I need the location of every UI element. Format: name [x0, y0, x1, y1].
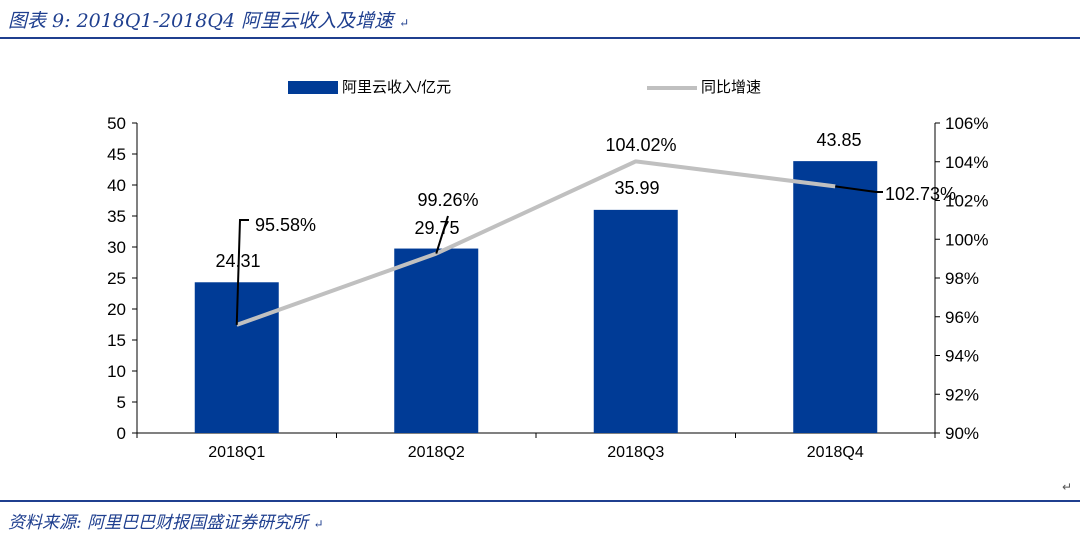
growth-value-label: 102.73% [885, 184, 956, 204]
right-axis-tick-label: 102% [945, 192, 988, 211]
bottom-rule [0, 500, 1080, 502]
left-axis-tick-label: 20 [107, 300, 126, 319]
growth-value-label: 99.26% [417, 190, 478, 210]
right-axis-tick-label: 106% [945, 114, 988, 133]
combo-chart: 阿里云收入/亿元 同比增速 0 5 10 15 20 25 30 35 40 45 50 90% 92% 94… [107, 79, 988, 461]
growth-value-label: 104.02% [605, 135, 676, 155]
left-axis-tick-label: 15 [107, 331, 126, 350]
left-axis-tick-label: 50 [107, 114, 126, 133]
right-axis-tick-label: 100% [945, 230, 988, 249]
revenue-bar [394, 248, 479, 433]
right-axis-tick-label: 98% [945, 269, 979, 288]
left-axis-tick-label: 0 [117, 424, 126, 443]
right-axis-tick-label: 92% [945, 385, 979, 404]
growth-leader-line [835, 185, 883, 193]
legend-bar-swatch [288, 81, 338, 94]
source-note: 资料来源: 阿里巴巴财报国盛证券研究所 ↵ [8, 513, 324, 533]
right-axis-tick-label: 96% [945, 308, 979, 327]
legend-bar-label: 阿里云收入/亿元 [342, 79, 451, 96]
x-axis-tick-label: 2018Q1 [208, 444, 265, 461]
legend-line-label: 同比增速 [701, 79, 761, 96]
top-rule [0, 37, 1080, 39]
figure-title: 图表 9: 2018Q1-2018Q4 阿里云收入及增速 ↵ [8, 10, 410, 32]
left-axis-tick-label: 5 [117, 393, 126, 412]
x-axis-tick-label: 2018Q4 [807, 444, 864, 461]
left-axis-tick-label: 10 [107, 362, 126, 381]
bar-value-label: 43.85 [816, 130, 861, 150]
revenue-bar [593, 209, 678, 433]
left-axis-tick-label: 25 [107, 269, 126, 288]
right-axis-tick-label: 94% [945, 347, 979, 366]
growth-leader-line [235, 219, 249, 325]
growth-value-label: 95.58% [255, 215, 316, 235]
left-axis-tick-label: 30 [107, 238, 126, 257]
x-axis-tick-label: 2018Q2 [408, 444, 465, 461]
right-axis-tick-label: 104% [945, 153, 988, 172]
left-axis-tick-label: 45 [107, 145, 126, 164]
revenue-bar [793, 161, 878, 433]
x-axis-tick-label: 2018Q3 [607, 444, 664, 461]
right-axis-tick-label: 90% [945, 424, 979, 443]
growth-leader-line [435, 215, 449, 254]
left-axis-tick-label: 35 [107, 207, 126, 226]
left-axis-tick-label: 40 [107, 176, 126, 195]
bar-value-label: 29.75 [414, 218, 459, 238]
return-mark: ↵ [1061, 480, 1072, 494]
growth-line [236, 159, 836, 327]
bar-value-label: 35.99 [614, 178, 659, 198]
